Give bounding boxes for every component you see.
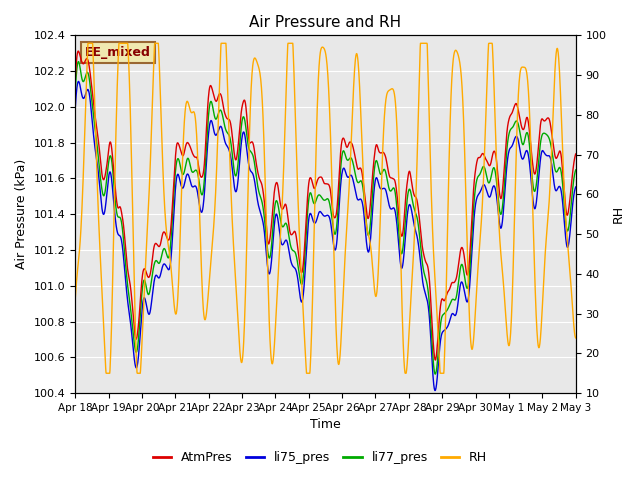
Text: EE_mixed: EE_mixed: [85, 46, 151, 59]
li77_pres: [71, 89, 79, 95]
AtmPres: [572, 151, 580, 157]
AtmPres: [466, 252, 474, 258]
Y-axis label: RH: RH: [612, 205, 625, 223]
RH: [558, 122, 566, 128]
Line: RH: RH: [75, 43, 576, 373]
AtmPres: [301, 228, 309, 233]
li77_pres: [572, 167, 580, 173]
li77_pres: [431, 371, 439, 377]
RH: [102, 371, 110, 376]
li75_pres: [466, 281, 474, 287]
li77_pres: [75, 59, 83, 64]
AtmPres: [557, 156, 565, 161]
X-axis label: Time: Time: [310, 419, 341, 432]
li75_pres: [97, 197, 105, 203]
li75_pres: [301, 262, 309, 268]
RH: [97, 267, 105, 273]
AtmPres: [315, 175, 323, 180]
li77_pres: [97, 180, 105, 185]
AtmPres: [74, 48, 82, 54]
li77_pres: [558, 173, 566, 179]
AtmPres: [431, 357, 439, 363]
li75_pres: [558, 192, 566, 197]
li75_pres: [557, 190, 565, 195]
RH: [302, 359, 310, 364]
Legend: AtmPres, li75_pres, li77_pres, RH: AtmPres, li75_pres, li77_pres, RH: [148, 446, 492, 469]
Line: li75_pres: li75_pres: [75, 82, 576, 391]
li75_pres: [572, 184, 580, 190]
Line: li77_pres: li77_pres: [75, 61, 576, 374]
li75_pres: [71, 107, 79, 113]
AtmPres: [558, 158, 566, 164]
Y-axis label: Air Pressure (kPa): Air Pressure (kPa): [15, 159, 28, 269]
li75_pres: [315, 210, 323, 216]
RH: [316, 63, 323, 69]
li75_pres: [431, 388, 439, 394]
li77_pres: [301, 242, 309, 248]
AtmPres: [71, 78, 79, 84]
AtmPres: [97, 163, 105, 168]
RH: [557, 116, 565, 121]
RH: [84, 40, 92, 46]
li75_pres: [75, 79, 83, 84]
RH: [572, 335, 580, 341]
RH: [466, 323, 474, 329]
Line: AtmPres: AtmPres: [75, 51, 576, 360]
Title: Air Pressure and RH: Air Pressure and RH: [250, 15, 401, 30]
li77_pres: [315, 192, 323, 198]
li77_pres: [557, 171, 565, 177]
RH: [71, 297, 79, 303]
li77_pres: [466, 267, 474, 273]
